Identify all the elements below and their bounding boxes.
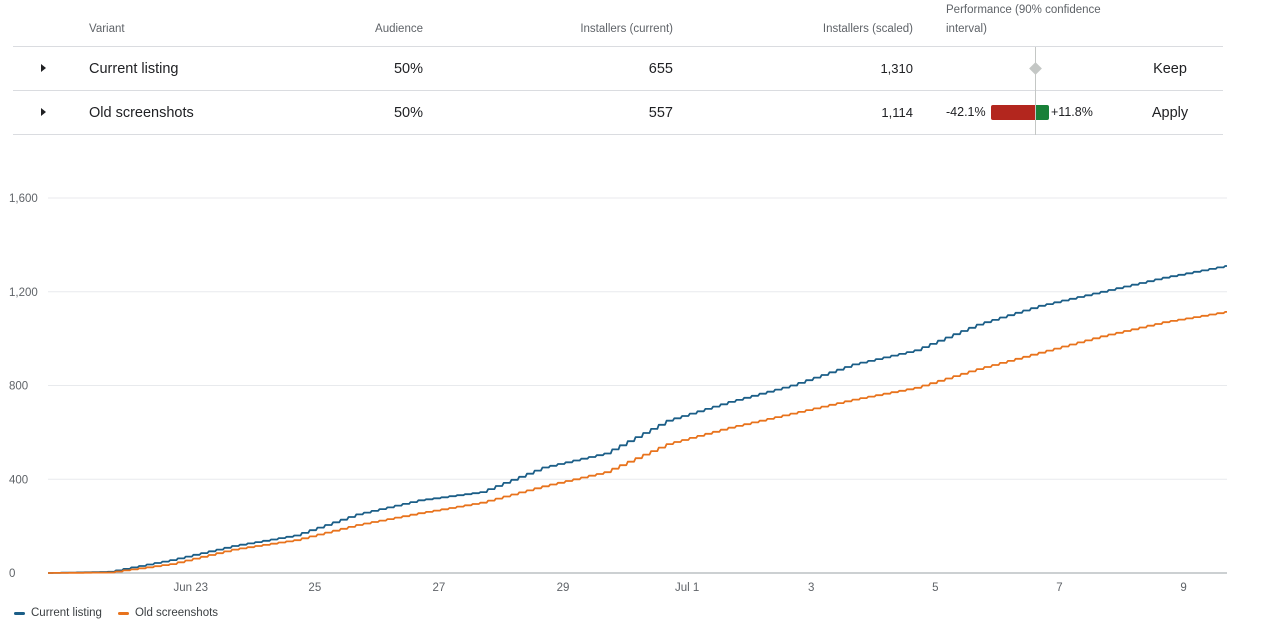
chart-legend: Current listing Old screenshots: [14, 607, 218, 619]
audience-value: 50%: [393, 105, 423, 121]
table-row: Old screenshots 50% 557 1,114 -42.1% +11…: [13, 91, 1223, 135]
x-tick-label: 29: [557, 582, 570, 594]
installers-scaled-value: 1,114: [881, 105, 913, 120]
installers-current-value: 655: [648, 61, 673, 77]
x-tick-label: 5: [932, 582, 938, 594]
apply-button[interactable]: Apply: [1151, 105, 1189, 121]
legend-label-current: Current listing: [31, 607, 102, 619]
confidence-interval: -42.1% +11.8%: [943, 91, 1113, 134]
y-tick-label: 400: [9, 474, 28, 486]
x-tick-label: Jun 23: [173, 582, 208, 594]
expand-row-icon[interactable]: [38, 106, 48, 118]
x-tick-label: 27: [433, 582, 446, 594]
ci-low-value: -42.1%: [946, 105, 986, 119]
legend-label-old: Old screenshots: [134, 607, 219, 619]
legend-swatch-current: [14, 611, 25, 615]
ci-high-value: +11.8%: [1051, 105, 1093, 119]
ci-negative-bar: [991, 105, 1036, 120]
keep-button[interactable]: Keep: [1153, 61, 1187, 77]
header-installers-current: Installers (current): [580, 23, 673, 35]
x-tick-label: 7: [1056, 582, 1062, 594]
ci-zero-line: [1035, 47, 1036, 135]
header-audience: Audience: [375, 23, 423, 35]
header-installers-scaled: Installers (scaled): [822, 23, 913, 35]
legend-swatch-old: [117, 611, 129, 615]
legend-item-current: Current listing: [14, 607, 102, 619]
table-header: Variant Audience Installers (current) In…: [13, 0, 1223, 47]
table-row: Current listing 50% 655 1,310 Keep: [13, 47, 1223, 91]
variant-name: Old screenshots: [89, 105, 194, 121]
installers-line-chart: 0 400 800 1,200 1,600 Jun 23 25 27 29 Jul 1 3 5 7 9: [9, 193, 1227, 594]
series-line-current-listing: [48, 265, 1227, 574]
installers-scaled-value: 1,310: [880, 61, 913, 76]
y-tick-label: 0: [9, 568, 15, 580]
x-tick-label: Jul 1: [675, 582, 699, 594]
x-tick-label: 9: [1180, 582, 1186, 594]
series-line-old-screenshots: [48, 311, 1227, 574]
ci-positive-bar: [1036, 105, 1049, 120]
variants-table: Variant Audience Installers (current) In…: [13, 0, 1223, 135]
installers-current-value: 557: [648, 105, 673, 121]
x-tick-label: 3: [808, 582, 814, 594]
header-performance: Performance (90% confidence interval): [946, 4, 1101, 35]
y-tick-label: 800: [9, 381, 28, 393]
header-variant: Variant: [89, 23, 125, 35]
legend-item-old: Old screenshots: [117, 607, 219, 619]
x-tick-label: 25: [308, 582, 321, 594]
y-tick-label: 1,600: [9, 193, 38, 205]
expand-row-icon[interactable]: [38, 62, 48, 74]
audience-value: 50%: [393, 61, 423, 77]
variant-name: Current listing: [89, 61, 179, 77]
y-tick-label: 1,200: [9, 287, 38, 299]
